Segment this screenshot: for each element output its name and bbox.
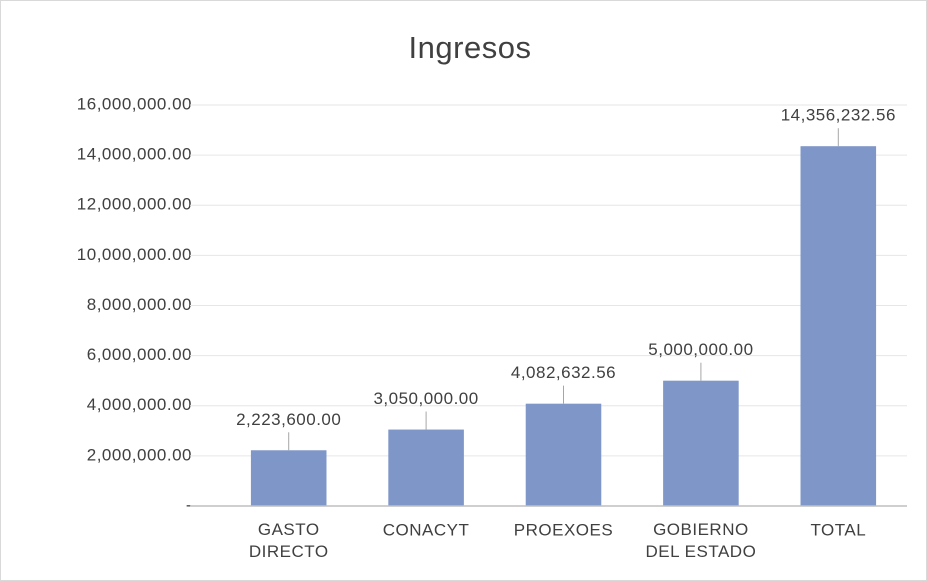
y-tick-label: 16,000,000.00 xyxy=(77,94,192,113)
y-tick-label: 8,000,000.00 xyxy=(87,295,192,314)
x-tick-label: TOTAL xyxy=(810,520,866,539)
x-tick-label: CONACYT xyxy=(383,520,470,539)
data-label: 14,356,232.56 xyxy=(781,106,896,125)
data-label: 2,223,600.00 xyxy=(236,410,341,429)
x-tick-label: PROEXOES xyxy=(514,520,613,539)
y-tick-label: 12,000,000.00 xyxy=(77,195,192,214)
x-tick-label: GOBIERNO DEL ESTADO xyxy=(645,520,756,561)
bar xyxy=(525,403,602,506)
y-tick-label: 4,000,000.00 xyxy=(87,395,192,414)
bar xyxy=(800,146,877,507)
y-tick-label: 14,000,000.00 xyxy=(77,145,192,164)
y-tick-label: 2,000,000.00 xyxy=(87,445,192,464)
data-label: 5,000,000.00 xyxy=(648,340,753,359)
y-tick-label: 6,000,000.00 xyxy=(87,345,192,364)
data-label: 4,082,632.56 xyxy=(511,363,616,382)
y-tick-label: - xyxy=(186,495,192,514)
x-tick-label: GASTO DIRECTO xyxy=(249,520,329,561)
bar xyxy=(388,429,464,506)
y-tick-label: 10,000,000.00 xyxy=(77,245,192,264)
bar xyxy=(663,380,739,506)
data-label: 3,050,000.00 xyxy=(373,389,478,408)
bar xyxy=(250,450,327,506)
chart-title: Ingresos xyxy=(409,30,532,65)
